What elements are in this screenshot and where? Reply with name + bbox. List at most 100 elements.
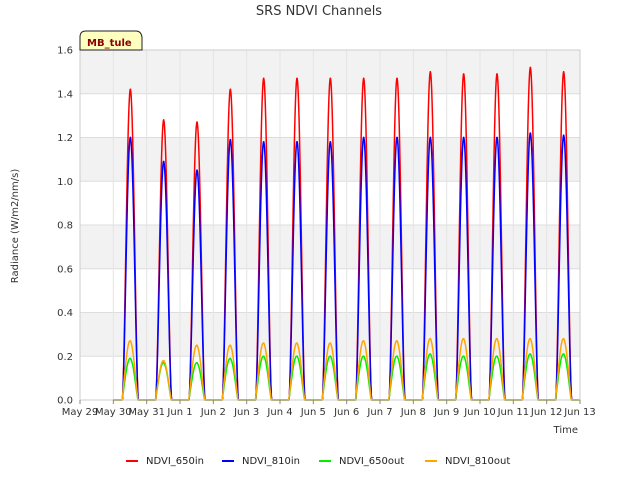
x-tick-label: Jun 12 — [530, 407, 563, 418]
legend-item-ndvi-810in: NDVI_810in — [222, 456, 300, 467]
daily-peak-point — [329, 355, 332, 358]
y-axis-label: Radiance (W/m2/nm/s) — [10, 169, 21, 284]
daily-peak-point — [562, 70, 565, 73]
daily-peak-point — [229, 344, 232, 347]
site-label: MB_tule — [87, 38, 132, 49]
y-tick-label: 1.2 — [57, 133, 73, 144]
site-label-badge: MB_tule — [79, 30, 143, 51]
legend-label: NDVI_650in — [146, 456, 204, 467]
x-tick-label: Jun 2 — [200, 407, 226, 418]
daily-peak-point — [529, 337, 532, 340]
daily-peak-point — [429, 337, 432, 340]
x-tick-label: Jun 10 — [463, 407, 496, 418]
daily-peak-point — [296, 77, 298, 80]
y-tick-label: 1.4 — [57, 89, 73, 100]
y-tick-label: 0.4 — [57, 308, 73, 319]
daily-peak-point — [229, 357, 232, 360]
daily-peak-point — [196, 361, 198, 364]
daily-peak-point — [196, 169, 198, 172]
daily-peak-point — [429, 70, 432, 73]
legend-item-ndvi-650out: NDVI_650out — [319, 456, 404, 467]
daily-peak-point — [529, 66, 532, 69]
daily-peak-point — [562, 337, 565, 340]
daily-peak-point — [529, 353, 532, 355]
x-tick-label: Jun 1 — [166, 407, 192, 418]
daily-peak-point — [496, 337, 498, 340]
x-axis-label: Time — [553, 425, 578, 436]
daily-peak-point — [196, 344, 198, 347]
daily-peak-point — [329, 140, 332, 143]
daily-peak-point — [396, 355, 398, 358]
daily-peak-point — [462, 337, 465, 340]
daily-peak-point — [229, 88, 232, 91]
daily-peak-point — [262, 140, 265, 143]
daily-peak-point — [129, 136, 132, 139]
y-tick-label: 0.8 — [57, 221, 73, 232]
daily-peak-point — [162, 119, 165, 121]
daily-peak-point — [462, 73, 465, 75]
daily-peak-point — [529, 132, 532, 135]
daily-peak-point — [129, 88, 132, 91]
legend-label: NDVI_810out — [445, 456, 510, 467]
daily-peak-point — [162, 359, 165, 362]
x-tick-label: May 29 — [62, 407, 99, 418]
x-tick-label: Jun 9 — [433, 407, 459, 418]
x-tick-label: Jun 7 — [366, 407, 392, 418]
y-tick-label: 0.2 — [57, 352, 73, 363]
background-band — [80, 312, 580, 357]
x-tick-label: May 30 — [95, 407, 132, 418]
daily-peak-point — [262, 77, 265, 80]
daily-peak-point — [329, 342, 332, 345]
daily-peak-point — [362, 340, 365, 342]
daily-peak-point — [562, 134, 565, 137]
daily-peak-point — [296, 342, 298, 345]
legend-item-ndvi-650in: NDVI_650in — [126, 456, 204, 467]
y-tick-label: 0.6 — [57, 264, 73, 275]
daily-peak-point — [262, 342, 265, 345]
daily-peak-point — [562, 353, 565, 355]
x-tick-label: Jun 11 — [497, 407, 530, 418]
legend-label: NDVI_810in — [242, 456, 300, 467]
y-axis-ticks: 0.0 0.2 0.4 0.6 0.8 1.0 1.2 1.4 1.6 — [57, 46, 73, 407]
daily-peak-point — [496, 136, 498, 139]
daily-peak-point — [496, 355, 498, 358]
x-tick-label: Jun 3 — [233, 407, 259, 418]
daily-peak-point — [462, 136, 465, 139]
daily-peak-point — [396, 77, 398, 80]
x-tick-label: May 31 — [128, 407, 165, 418]
daily-peak-point — [196, 121, 198, 124]
daily-peak-point — [296, 140, 298, 143]
daily-peak-point — [229, 138, 232, 141]
y-tick-label: 0.0 — [57, 396, 73, 407]
daily-peak-point — [496, 73, 498, 75]
axes — [79, 49, 581, 401]
daily-peak-point — [162, 160, 165, 163]
daily-peak-point — [296, 355, 298, 358]
daily-peak-point — [362, 77, 365, 80]
daily-peak-point — [429, 136, 432, 139]
daily-peak-point — [429, 353, 432, 355]
x-tick-label: Jun 8 — [400, 407, 426, 418]
legend-label: NDVI_650out — [339, 456, 404, 467]
y-tick-label: 1.0 — [57, 177, 73, 188]
daily-peak-point — [362, 355, 365, 358]
background-band — [80, 225, 580, 269]
daily-peak-point — [262, 355, 265, 358]
daily-peak-point — [329, 77, 332, 80]
daily-peak-point — [396, 136, 398, 139]
x-tick-label: Jun 5 — [300, 407, 326, 418]
x-tick-label: Jun 6 — [333, 407, 359, 418]
x-tick-label: Jun 4 — [266, 407, 292, 418]
daily-peak-point — [362, 136, 365, 139]
daily-peak-point — [129, 340, 132, 342]
daily-peak-point — [396, 340, 398, 342]
legend: NDVI_650in NDVI_810in NDVI_650out NDVI_810o… — [126, 456, 510, 467]
daily-peak-point — [129, 357, 132, 360]
chart-title: SRS NDVI Channels — [256, 4, 382, 19]
legend-item-ndvi-810out: NDVI_810out — [425, 456, 510, 467]
daily-peak-point — [462, 355, 465, 358]
y-tick-label: 1.6 — [57, 46, 73, 57]
plot-frame — [79, 49, 581, 401]
